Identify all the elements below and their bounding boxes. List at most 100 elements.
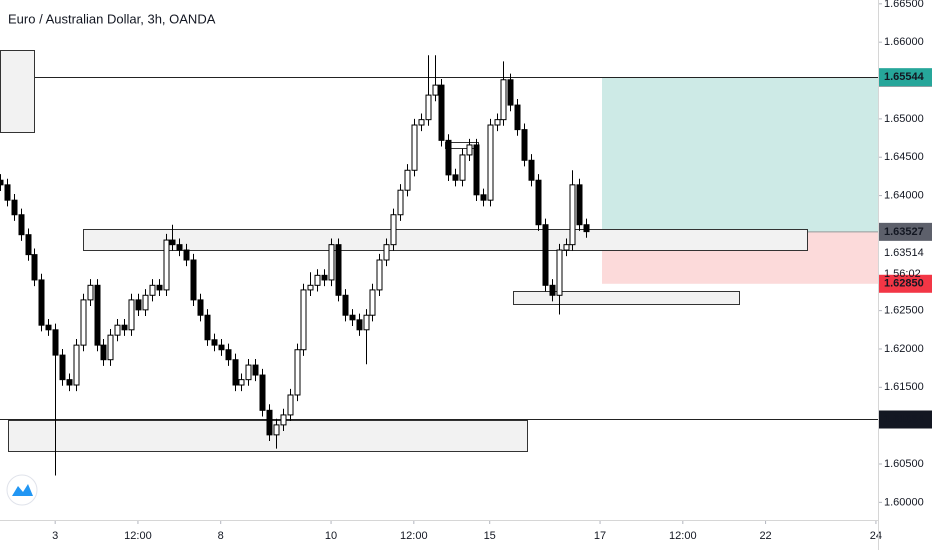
logo-circle[interactable]: [6, 474, 38, 506]
candle-body: [494, 119, 501, 126]
candle-body: [556, 249, 563, 296]
zone-box: [83, 229, 808, 251]
candle-body: [321, 274, 328, 281]
candle-body: [66, 379, 73, 386]
candle-body: [211, 339, 218, 346]
candle-body: [328, 244, 335, 281]
y-tick-label: 1.64500: [884, 151, 924, 163]
candle-body: [59, 354, 66, 381]
logo[interactable]: [6, 474, 38, 506]
candle-body: [397, 189, 404, 216]
candle-body: [149, 284, 156, 296]
candle-body: [80, 299, 87, 346]
candle-body: [252, 364, 259, 376]
countdown: 1 56:02: [884, 268, 921, 280]
candle-body: [25, 234, 32, 256]
price-label: 1.65544: [884, 71, 925, 83]
candle-body: [100, 344, 107, 361]
candle-body: [432, 84, 439, 96]
candle-body: [480, 194, 487, 201]
candle-body: [52, 329, 59, 356]
candle-body: [107, 334, 114, 361]
background-layer: [0, 77, 878, 420]
candle-body: [314, 274, 321, 286]
candle-body: [38, 279, 45, 326]
candle-body: [232, 359, 239, 386]
candle-body: [87, 284, 94, 301]
y-tick-label: 1.60500: [884, 458, 924, 470]
candle-body: [369, 289, 376, 316]
price-label: 1.62850: [884, 278, 924, 290]
zone-box: [0, 50, 35, 133]
candle-body: [218, 344, 225, 351]
candle-body: [225, 349, 232, 361]
x-tick-label: 17: [594, 530, 606, 542]
y-tick-label: 1.62500: [884, 305, 924, 317]
logo-icon[interactable]: [12, 484, 33, 496]
y-tick-label: 1.66000: [884, 36, 924, 48]
candle-body: [445, 139, 452, 176]
candle-body: [500, 79, 507, 121]
candle-body: [383, 244, 390, 261]
y-tick-label: 1.60000: [884, 496, 924, 508]
candle-body: [514, 104, 521, 131]
price-label-bg: [878, 68, 932, 87]
candle-body: [542, 224, 549, 286]
candle-body: [245, 364, 252, 381]
candle-body: [569, 184, 576, 246]
x-tick-label: 12:00: [669, 530, 697, 542]
price-label-bg: [878, 222, 932, 241]
candle-body: [356, 319, 363, 331]
candle-body: [425, 94, 432, 121]
candle-body: [273, 424, 280, 436]
y-tick-label: 1.61500: [884, 381, 924, 393]
candle-body: [280, 414, 287, 426]
last-price-label: 1.63514: [884, 247, 924, 259]
foreground-layer: 1.60000 1.60500 1.61500 1.62000 1.62500 1.640…: [0, 0, 932, 542]
zone-box: [513, 291, 740, 305]
candle-body: [287, 394, 294, 416]
candle-body: [583, 224, 590, 233]
y-tick-label: 1.62000: [884, 343, 924, 355]
x-tick-label: 22: [759, 530, 771, 542]
candle-body: [18, 214, 25, 236]
candle-body: [418, 119, 425, 126]
candle-body: [342, 294, 349, 316]
x-tick-label: 12:00: [400, 530, 428, 542]
candle-body: [549, 284, 556, 296]
candle-body: [156, 284, 163, 291]
candle-body: [363, 314, 370, 331]
x-tick-label: 10: [325, 530, 337, 542]
x-tick-label: 3: [52, 530, 58, 542]
x-tick-label: 24: [870, 530, 882, 542]
candle-body: [535, 179, 542, 226]
candle-body: [142, 294, 149, 311]
candle-body: [528, 159, 535, 181]
candle-body: [411, 124, 418, 171]
candle-body: [190, 259, 197, 301]
candle-body: [459, 154, 466, 181]
y-tick-label: 1.64000: [884, 189, 924, 201]
chart-title: Euro / Australian Dollar, 3h, OANDA: [8, 11, 216, 26]
candle-body: [335, 244, 342, 296]
candle-body: [45, 324, 52, 331]
price-label: 1.63527: [884, 226, 924, 238]
candle-body: [135, 299, 142, 311]
candle-body: [259, 374, 266, 411]
candle-body: [376, 259, 383, 291]
price-label-bg: [878, 410, 932, 429]
candle-body: [0, 179, 4, 186]
candle-body: [94, 284, 101, 346]
candle-body: [473, 144, 480, 196]
candle-body: [204, 314, 211, 341]
x-tick-label: 12:00: [124, 530, 152, 542]
candle-body: [238, 379, 245, 386]
candle-body: [121, 324, 128, 331]
candle-body: [576, 184, 583, 226]
candle-body: [4, 184, 11, 201]
candle-body: [300, 289, 307, 351]
candle-body: [73, 344, 80, 386]
candle-body: [487, 124, 494, 201]
y-tick-label: 1.65000: [884, 113, 924, 125]
